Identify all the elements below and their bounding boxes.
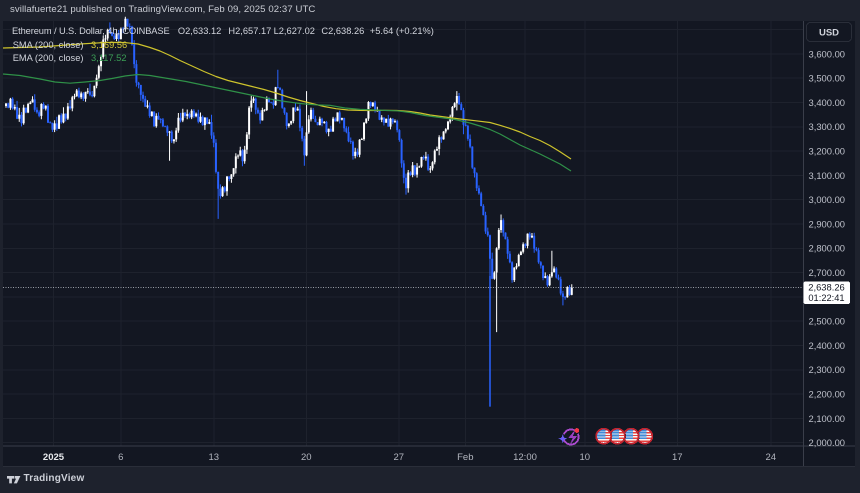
svg-text:3,000.00: 3,000.00 (809, 194, 846, 205)
svg-text:17: 17 (672, 452, 683, 463)
svg-text:2,638.26: 2,638.26 (808, 282, 845, 293)
svg-text:3,600.00: 3,600.00 (809, 48, 846, 59)
svg-text:2025: 2025 (43, 452, 65, 463)
svg-text:3,500.00: 3,500.00 (809, 73, 846, 84)
svg-text:6: 6 (118, 452, 123, 463)
svg-text:3,400.00: 3,400.00 (809, 97, 846, 108)
svg-text:27: 27 (394, 452, 405, 463)
svg-text:01:22:41: 01:22:41 (808, 293, 844, 303)
svg-text:2,200.00: 2,200.00 (809, 389, 846, 400)
svg-text:2,000.00: 2,000.00 (809, 437, 846, 448)
svg-text:Feb: Feb (457, 452, 473, 463)
svg-text:13: 13 (209, 452, 220, 463)
svg-text:3,300.00: 3,300.00 (809, 121, 846, 132)
svg-text:2,700.00: 2,700.00 (809, 267, 846, 278)
svg-text:3,200.00: 3,200.00 (809, 146, 846, 157)
svg-text:USD: USD (819, 28, 839, 39)
svg-text:2,500.00: 2,500.00 (809, 316, 846, 327)
svg-text:2,800.00: 2,800.00 (809, 243, 846, 254)
svg-text:2,900.00: 2,900.00 (809, 218, 846, 229)
svg-text:10: 10 (580, 452, 591, 463)
svg-text:2,400.00: 2,400.00 (809, 340, 846, 351)
svg-text:2,100.00: 2,100.00 (809, 413, 846, 424)
svg-text:12:00: 12:00 (513, 452, 537, 463)
svg-text:24: 24 (766, 452, 777, 463)
svg-text:20: 20 (301, 452, 312, 463)
svg-text:3,100.00: 3,100.00 (809, 170, 846, 181)
svg-text:2,300.00: 2,300.00 (809, 364, 846, 375)
